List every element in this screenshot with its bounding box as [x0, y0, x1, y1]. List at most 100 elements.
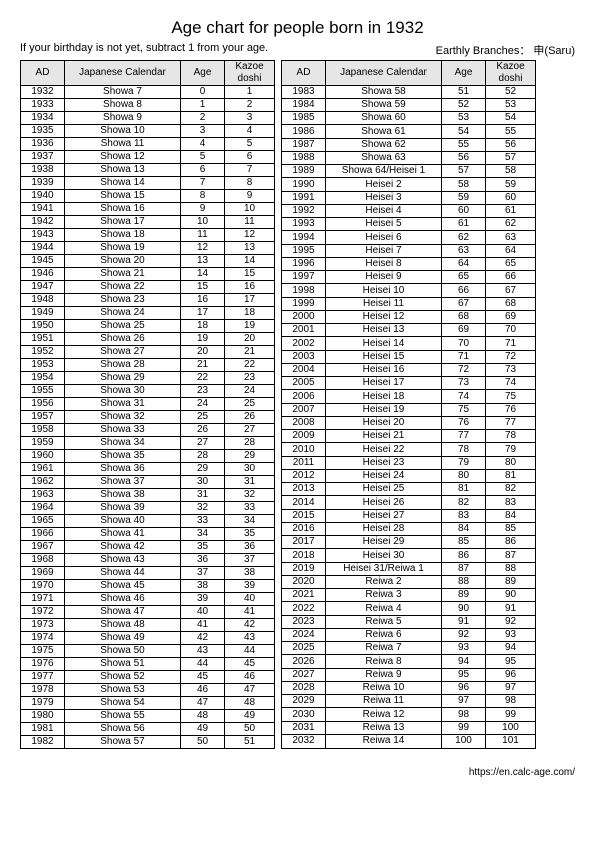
cell-jc: Showa 53 [65, 683, 181, 696]
cell-jc: Showa 11 [65, 137, 181, 150]
cell-age: 99 [442, 721, 486, 734]
cell-jc: Showa 8 [65, 98, 181, 111]
cell-kz: 70 [486, 324, 536, 337]
table-row: 1940Showa 1589 [21, 189, 275, 202]
cell-ad: 1981 [21, 722, 65, 735]
cell-jc: Reiwa 5 [326, 615, 442, 628]
cell-age: 51 [442, 85, 486, 98]
cell-kz: 88 [486, 562, 536, 575]
table-row: 1992Heisei 46061 [282, 204, 536, 217]
cell-kz: 29 [225, 449, 275, 462]
cell-ad: 1982 [21, 735, 65, 748]
table-row: 1964Showa 393233 [21, 501, 275, 514]
table-row: 1999Heisei 116768 [282, 297, 536, 310]
table-row: 1938Showa 1367 [21, 163, 275, 176]
cell-age: 38 [181, 579, 225, 592]
cell-jc: Showa 50 [65, 644, 181, 657]
cell-kz: 20 [225, 332, 275, 345]
cell-age: 87 [442, 562, 486, 575]
cell-kz: 13 [225, 241, 275, 254]
table-row: 1959Showa 342728 [21, 436, 275, 449]
cell-age: 42 [181, 631, 225, 644]
cell-kz: 99 [486, 708, 536, 721]
cell-jc: Heisei 27 [326, 509, 442, 522]
cell-kz: 48 [225, 696, 275, 709]
cell-kz: 25 [225, 397, 275, 410]
table-row: 2021Reiwa 38990 [282, 589, 536, 602]
cell-age: 73 [442, 377, 486, 390]
cell-age: 60 [442, 204, 486, 217]
cell-age: 11 [181, 228, 225, 241]
cell-jc: Heisei 8 [326, 257, 442, 270]
cell-age: 28 [181, 449, 225, 462]
cell-jc: Showa 40 [65, 514, 181, 527]
cell-age: 27 [181, 436, 225, 449]
cell-ad: 1988 [282, 151, 326, 164]
cell-jc: Showa 32 [65, 410, 181, 423]
cell-age: 43 [181, 644, 225, 657]
cell-age: 88 [442, 575, 486, 588]
table-row: 1946Showa 211415 [21, 267, 275, 280]
cell-kz: 41 [225, 605, 275, 618]
cell-ad: 2019 [282, 562, 326, 575]
cell-age: 74 [442, 390, 486, 403]
cell-kz: 45 [225, 657, 275, 670]
table-row: 1971Showa 463940 [21, 592, 275, 605]
cell-ad: 2005 [282, 377, 326, 390]
table-row: 1966Showa 413435 [21, 527, 275, 540]
cell-age: 44 [181, 657, 225, 670]
table-row: 1987Showa 625556 [282, 138, 536, 151]
cell-kz: 80 [486, 456, 536, 469]
cell-ad: 1971 [21, 592, 65, 605]
cell-jc: Showa 59 [326, 98, 442, 111]
cell-kz: 100 [486, 721, 536, 734]
cell-age: 58 [442, 178, 486, 191]
cell-age: 95 [442, 668, 486, 681]
table-row: 2012Heisei 248081 [282, 469, 536, 482]
table-row: 1983Showa 585152 [282, 85, 536, 98]
table-row: 1993Heisei 56162 [282, 218, 536, 231]
table-row: 2015Heisei 278384 [282, 509, 536, 522]
cell-age: 29 [181, 462, 225, 475]
col-age: Age [442, 61, 486, 86]
cell-kz: 6 [225, 150, 275, 163]
cell-jc: Heisei 24 [326, 469, 442, 482]
cell-ad: 1986 [282, 125, 326, 138]
table-row: 2018Heisei 308687 [282, 549, 536, 562]
table-row: 2031Reiwa 1399100 [282, 721, 536, 734]
cell-age: 7 [181, 176, 225, 189]
table-row: 2010Heisei 227879 [282, 443, 536, 456]
cell-age: 39 [181, 592, 225, 605]
cell-jc: Showa 44 [65, 566, 181, 579]
header-row: AD Japanese Calendar Age Kazoe doshi [282, 61, 536, 86]
cell-kz: 83 [486, 496, 536, 509]
cell-age: 48 [181, 709, 225, 722]
table-row: 1933Showa 812 [21, 98, 275, 111]
cell-jc: Heisei 25 [326, 483, 442, 496]
cell-ad: 1955 [21, 384, 65, 397]
cell-age: 8 [181, 189, 225, 202]
cell-jc: Showa 18 [65, 228, 181, 241]
cell-kz: 19 [225, 319, 275, 332]
cell-jc: Showa 62 [326, 138, 442, 151]
cell-ad: 2026 [282, 655, 326, 668]
table-row: 1984Showa 595253 [282, 98, 536, 111]
cell-jc: Showa 14 [65, 176, 181, 189]
table-row: 1974Showa 494243 [21, 631, 275, 644]
cell-kz: 64 [486, 244, 536, 257]
cell-age: 77 [442, 430, 486, 443]
col-age: Age [181, 61, 225, 86]
cell-age: 3 [181, 124, 225, 137]
cell-jc: Showa 20 [65, 254, 181, 267]
cell-kz: 60 [486, 191, 536, 204]
cell-kz: 78 [486, 430, 536, 443]
cell-jc: Reiwa 12 [326, 708, 442, 721]
table-row: 1947Showa 221516 [21, 280, 275, 293]
cell-jc: Reiwa 11 [326, 695, 442, 708]
cell-ad: 1985 [282, 112, 326, 125]
table-row: 1968Showa 433637 [21, 553, 275, 566]
cell-jc: Heisei 5 [326, 218, 442, 231]
cell-ad: 1984 [282, 98, 326, 111]
cell-ad: 1937 [21, 150, 65, 163]
table-row: 2022Reiwa 49091 [282, 602, 536, 615]
